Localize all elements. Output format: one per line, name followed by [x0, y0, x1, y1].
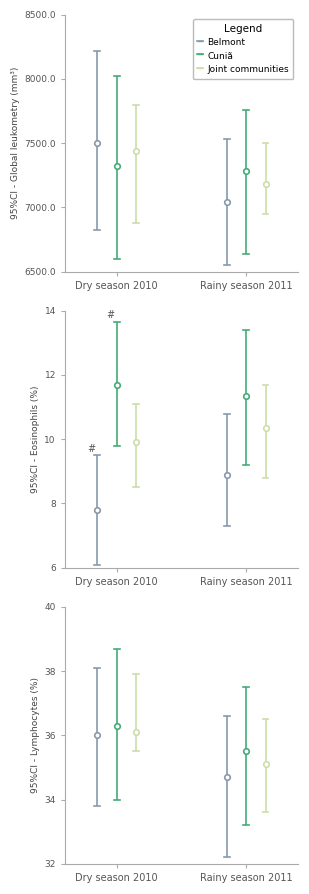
Text: #: #: [106, 310, 114, 320]
Y-axis label: 95%CI - Lymphocytes (%): 95%CI - Lymphocytes (%): [31, 678, 40, 793]
Y-axis label: 95%CI - Global leukometry (mm³): 95%CI - Global leukometry (mm³): [11, 67, 20, 219]
Text: #: #: [87, 443, 95, 453]
Y-axis label: 95%CI - Eosinophils (%): 95%CI - Eosinophils (%): [31, 385, 40, 493]
Legend: Belmont, Cuniã, Joint communities: Belmont, Cuniã, Joint communities: [193, 19, 293, 80]
